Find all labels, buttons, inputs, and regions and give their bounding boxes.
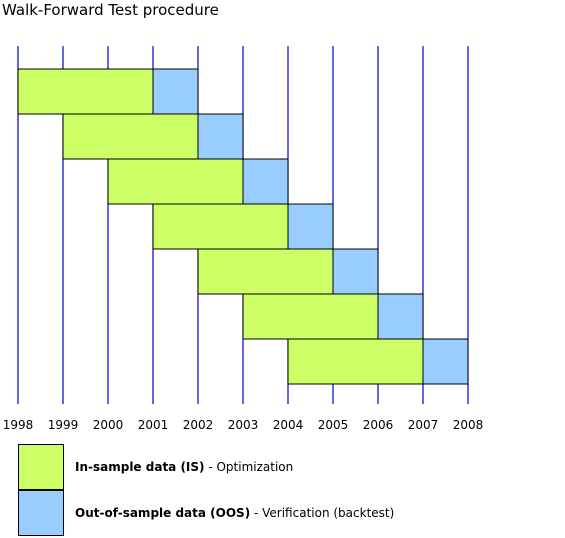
year-label-2000: 2000	[93, 418, 124, 432]
legend-item-out-of-sample: Out-of-sample data (OOS) - Verification …	[18, 490, 394, 536]
year-label-1999: 1999	[48, 418, 79, 432]
walk-forward-windows	[17, 68, 469, 385]
in-sample-bar-7	[287, 338, 424, 385]
year-label-2001: 2001	[138, 418, 169, 432]
legend-name-in-sample: In-sample data (IS)	[75, 460, 205, 474]
in-sample-bar-6	[242, 293, 379, 340]
year-label-2007: 2007	[408, 418, 439, 432]
legend-label-in-sample: In-sample data (IS) - Optimization	[75, 460, 293, 474]
year-label-2008: 2008	[453, 418, 484, 432]
page-title: Walk-Forward Test procedure	[2, 1, 219, 19]
in-sample-bar-4	[152, 203, 289, 250]
year-label-2006: 2006	[363, 418, 394, 432]
year-label-1998: 1998	[3, 418, 34, 432]
out-of-sample-bar-3	[242, 158, 289, 205]
year-label-2002: 2002	[183, 418, 214, 432]
legend-swatch-out-of-sample	[18, 490, 64, 536]
legend-desc-out-of-sample: - Verification (backtest)	[250, 506, 395, 520]
year-label-2004: 2004	[273, 418, 304, 432]
out-of-sample-bar-4	[287, 203, 334, 250]
year-label-2003: 2003	[228, 418, 259, 432]
in-sample-bar-2	[62, 113, 199, 160]
out-of-sample-bar-1	[152, 68, 199, 115]
legend-desc-in-sample: - Optimization	[204, 460, 294, 474]
walk-forward-diagram: 1998 1999 2000 2001 2002 2003 2004 2005 2006 2007…	[3, 46, 484, 432]
out-of-sample-bar-2	[197, 113, 244, 160]
year-label-2005: 2005	[318, 418, 349, 432]
in-sample-bar-5	[197, 248, 334, 295]
legend-swatch-in-sample	[18, 444, 64, 490]
in-sample-bar-1	[17, 68, 154, 115]
out-of-sample-bar-7	[422, 338, 469, 385]
year-axis-labels: 1998 1999 2000 2001 2002 2003 2004 2005 2006 2007…	[3, 418, 484, 432]
legend-name-out-of-sample: Out-of-sample data (OOS)	[75, 506, 251, 520]
in-sample-bar-3	[107, 158, 244, 205]
legend-item-in-sample: In-sample data (IS) - Optimization	[18, 444, 293, 490]
out-of-sample-bar-6	[377, 293, 424, 340]
out-of-sample-bar-5	[332, 248, 379, 295]
legend-label-out-of-sample: Out-of-sample data (OOS) - Verification …	[75, 506, 394, 520]
